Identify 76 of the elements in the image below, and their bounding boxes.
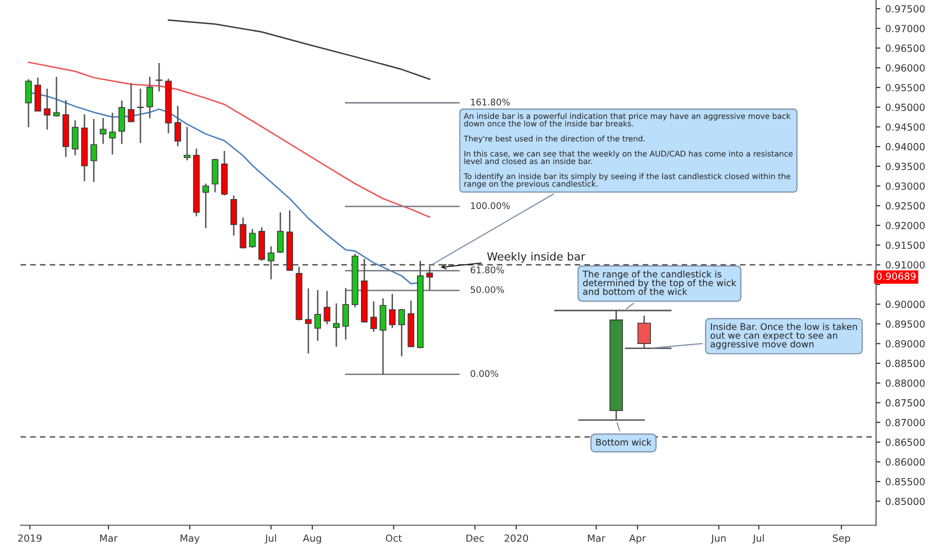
candlestick [342,287,349,340]
candlestick [53,76,60,118]
candlestick [25,78,32,128]
y-tick-label: 0.85500 [886,478,925,486]
annotation: 61.80% [470,266,504,274]
y-tick-label: 0.90000 [886,300,925,308]
annotation: 100.00% [471,202,510,210]
annotation: 0.00% [470,370,498,377]
x-tick-label: May [180,534,200,544]
y-tick-label: 0.95500 [886,84,925,92]
y-tick-label: 0.96000 [886,64,925,72]
y-tick-label: 0.85000 [886,498,925,506]
candlestick [100,117,106,145]
line-series [28,62,430,218]
y-tick-label: 0.87500 [886,399,925,407]
y-tick-label: 0.86500 [886,438,925,446]
y-tick-label: 0.96500 [886,44,925,52]
y-tick-label: 0.94500 [886,123,925,131]
candlestick [202,182,210,229]
candlestick [184,126,190,162]
candlestick [398,308,405,357]
candlestick [370,300,377,332]
y-tick-label: 0.97500 [886,5,925,12]
candlestick [314,289,321,342]
x-tick-label: Mar [588,534,606,542]
candlestick [90,118,98,183]
candlestick [277,212,284,254]
y-tick-label: 0.88500 [886,360,925,368]
line-series [168,19,430,80]
annotation: 50.00% [470,286,504,294]
candlestick [109,112,116,156]
y-tick-label: 0.94000 [886,143,925,150]
candlestick [174,105,182,147]
candlestick [249,228,256,249]
annotation: Inside Bar. Once the low is taken out we can expect to see an aggressive move down [710,323,857,350]
annotation: The range of the candlestick is determined by the top of the wick and bottom of the wick [582,270,736,295]
x-tick-label: Oct [386,534,402,542]
y-tick-label: 0.89500 [886,320,925,328]
x-tick-label: Mar [100,534,118,542]
y-tick-label: 0.93000 [886,182,925,190]
candlestick [389,293,396,329]
annotation: Bottom wick [596,438,652,446]
y-tick-label: 0.92000 [886,222,925,230]
x-tick-label: Dec [466,534,484,542]
candlestick [72,119,78,156]
x-tick-label: Aug [302,534,321,544]
candlestick [333,302,340,348]
x-tick-label: Jul [752,534,764,544]
candlestick [146,76,154,119]
annotation: Weekly inside bar [487,252,586,263]
y-tick-label: 0.97000 [886,24,925,32]
annotation: 161.80% [471,98,510,106]
x-tick-label: Jul [264,534,276,544]
x-tick-label: 2019 [18,534,42,542]
x-tick-label: 2020 [504,534,528,542]
candlestick [118,100,126,145]
x-tick-label: Apr [629,534,646,544]
x-tick-label: Jun [710,534,726,544]
y-tick-label: 0.86000 [886,458,925,466]
candlestick [128,82,134,123]
x-tick-label: Sep [832,534,850,544]
y-tick-label: 0.91000 [886,261,925,269]
y-tick-label: 0.91500 [886,242,925,249]
y-tick-label: 0.89000 [886,340,925,348]
candlestick [137,88,144,144]
candlestick [324,290,330,325]
y-tick-label: 0.93500 [886,162,925,170]
candlestick [156,62,162,92]
text: 0.90689 [876,272,916,280]
y-tick-label: 0.92500 [886,202,925,210]
y-tick-label: 0.88000 [886,379,925,387]
candlestick [44,88,50,130]
y-tick-label: 0.95000 [886,104,925,112]
candlestick [305,288,312,354]
y-tick-label: 0.87000 [886,418,925,426]
candlestick [240,216,246,249]
